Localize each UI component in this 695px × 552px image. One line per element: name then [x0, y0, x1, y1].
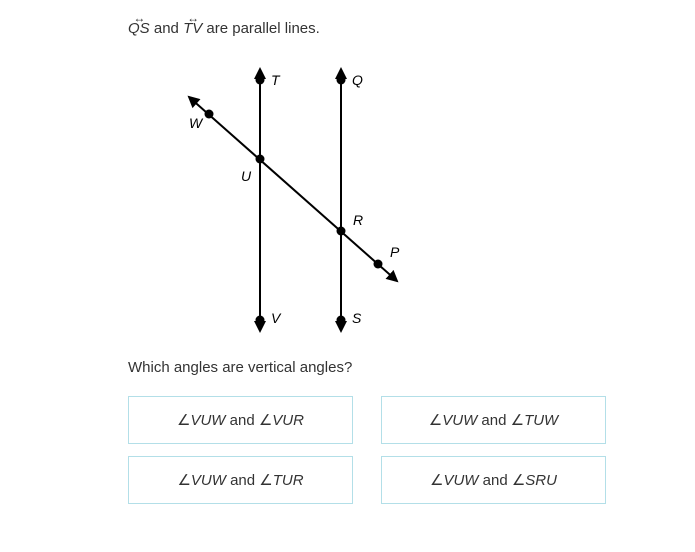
option-button-0[interactable]: ∠VUW and ∠VUR — [128, 396, 353, 444]
point-label-S: S — [352, 310, 362, 326]
point-T — [256, 76, 265, 85]
point-label-W: W — [189, 115, 204, 131]
diagram-svg: T Q W U R P V S — [153, 55, 409, 343]
text-and: and — [150, 20, 183, 37]
sub-question: Which angles are vertical angles? — [128, 359, 695, 376]
point-label-V: V — [271, 310, 282, 326]
geometry-diagram: T Q W U R P V S — [153, 55, 695, 343]
options-grid: ∠VUW and ∠VUR ∠VUW and ∠TUW ∠VUW and ∠TUR ∠… — [128, 396, 695, 504]
point-label-U: U — [241, 168, 252, 184]
diagram-line-2 — [189, 97, 397, 281]
point-U — [256, 155, 265, 164]
point-V — [256, 316, 265, 325]
point-S — [337, 316, 346, 325]
option-button-1[interactable]: ∠VUW and ∠TUW — [381, 396, 606, 444]
question-line: QS and TV are parallel lines. — [128, 20, 695, 37]
point-Q — [337, 76, 346, 85]
point-W — [205, 110, 214, 119]
point-label-T: T — [271, 72, 281, 88]
line-label-qs: QS — [128, 20, 150, 37]
point-label-Q: Q — [352, 72, 363, 88]
option-button-3[interactable]: ∠VUW and ∠SRU — [381, 456, 606, 504]
point-label-R: R — [353, 212, 363, 228]
option-button-2[interactable]: ∠VUW and ∠TUR — [128, 456, 353, 504]
point-P — [374, 260, 383, 269]
point-label-P: P — [390, 244, 400, 260]
text-suffix: are parallel lines. — [202, 20, 320, 37]
line-label-tv: TV — [183, 20, 202, 37]
point-R — [337, 227, 346, 236]
